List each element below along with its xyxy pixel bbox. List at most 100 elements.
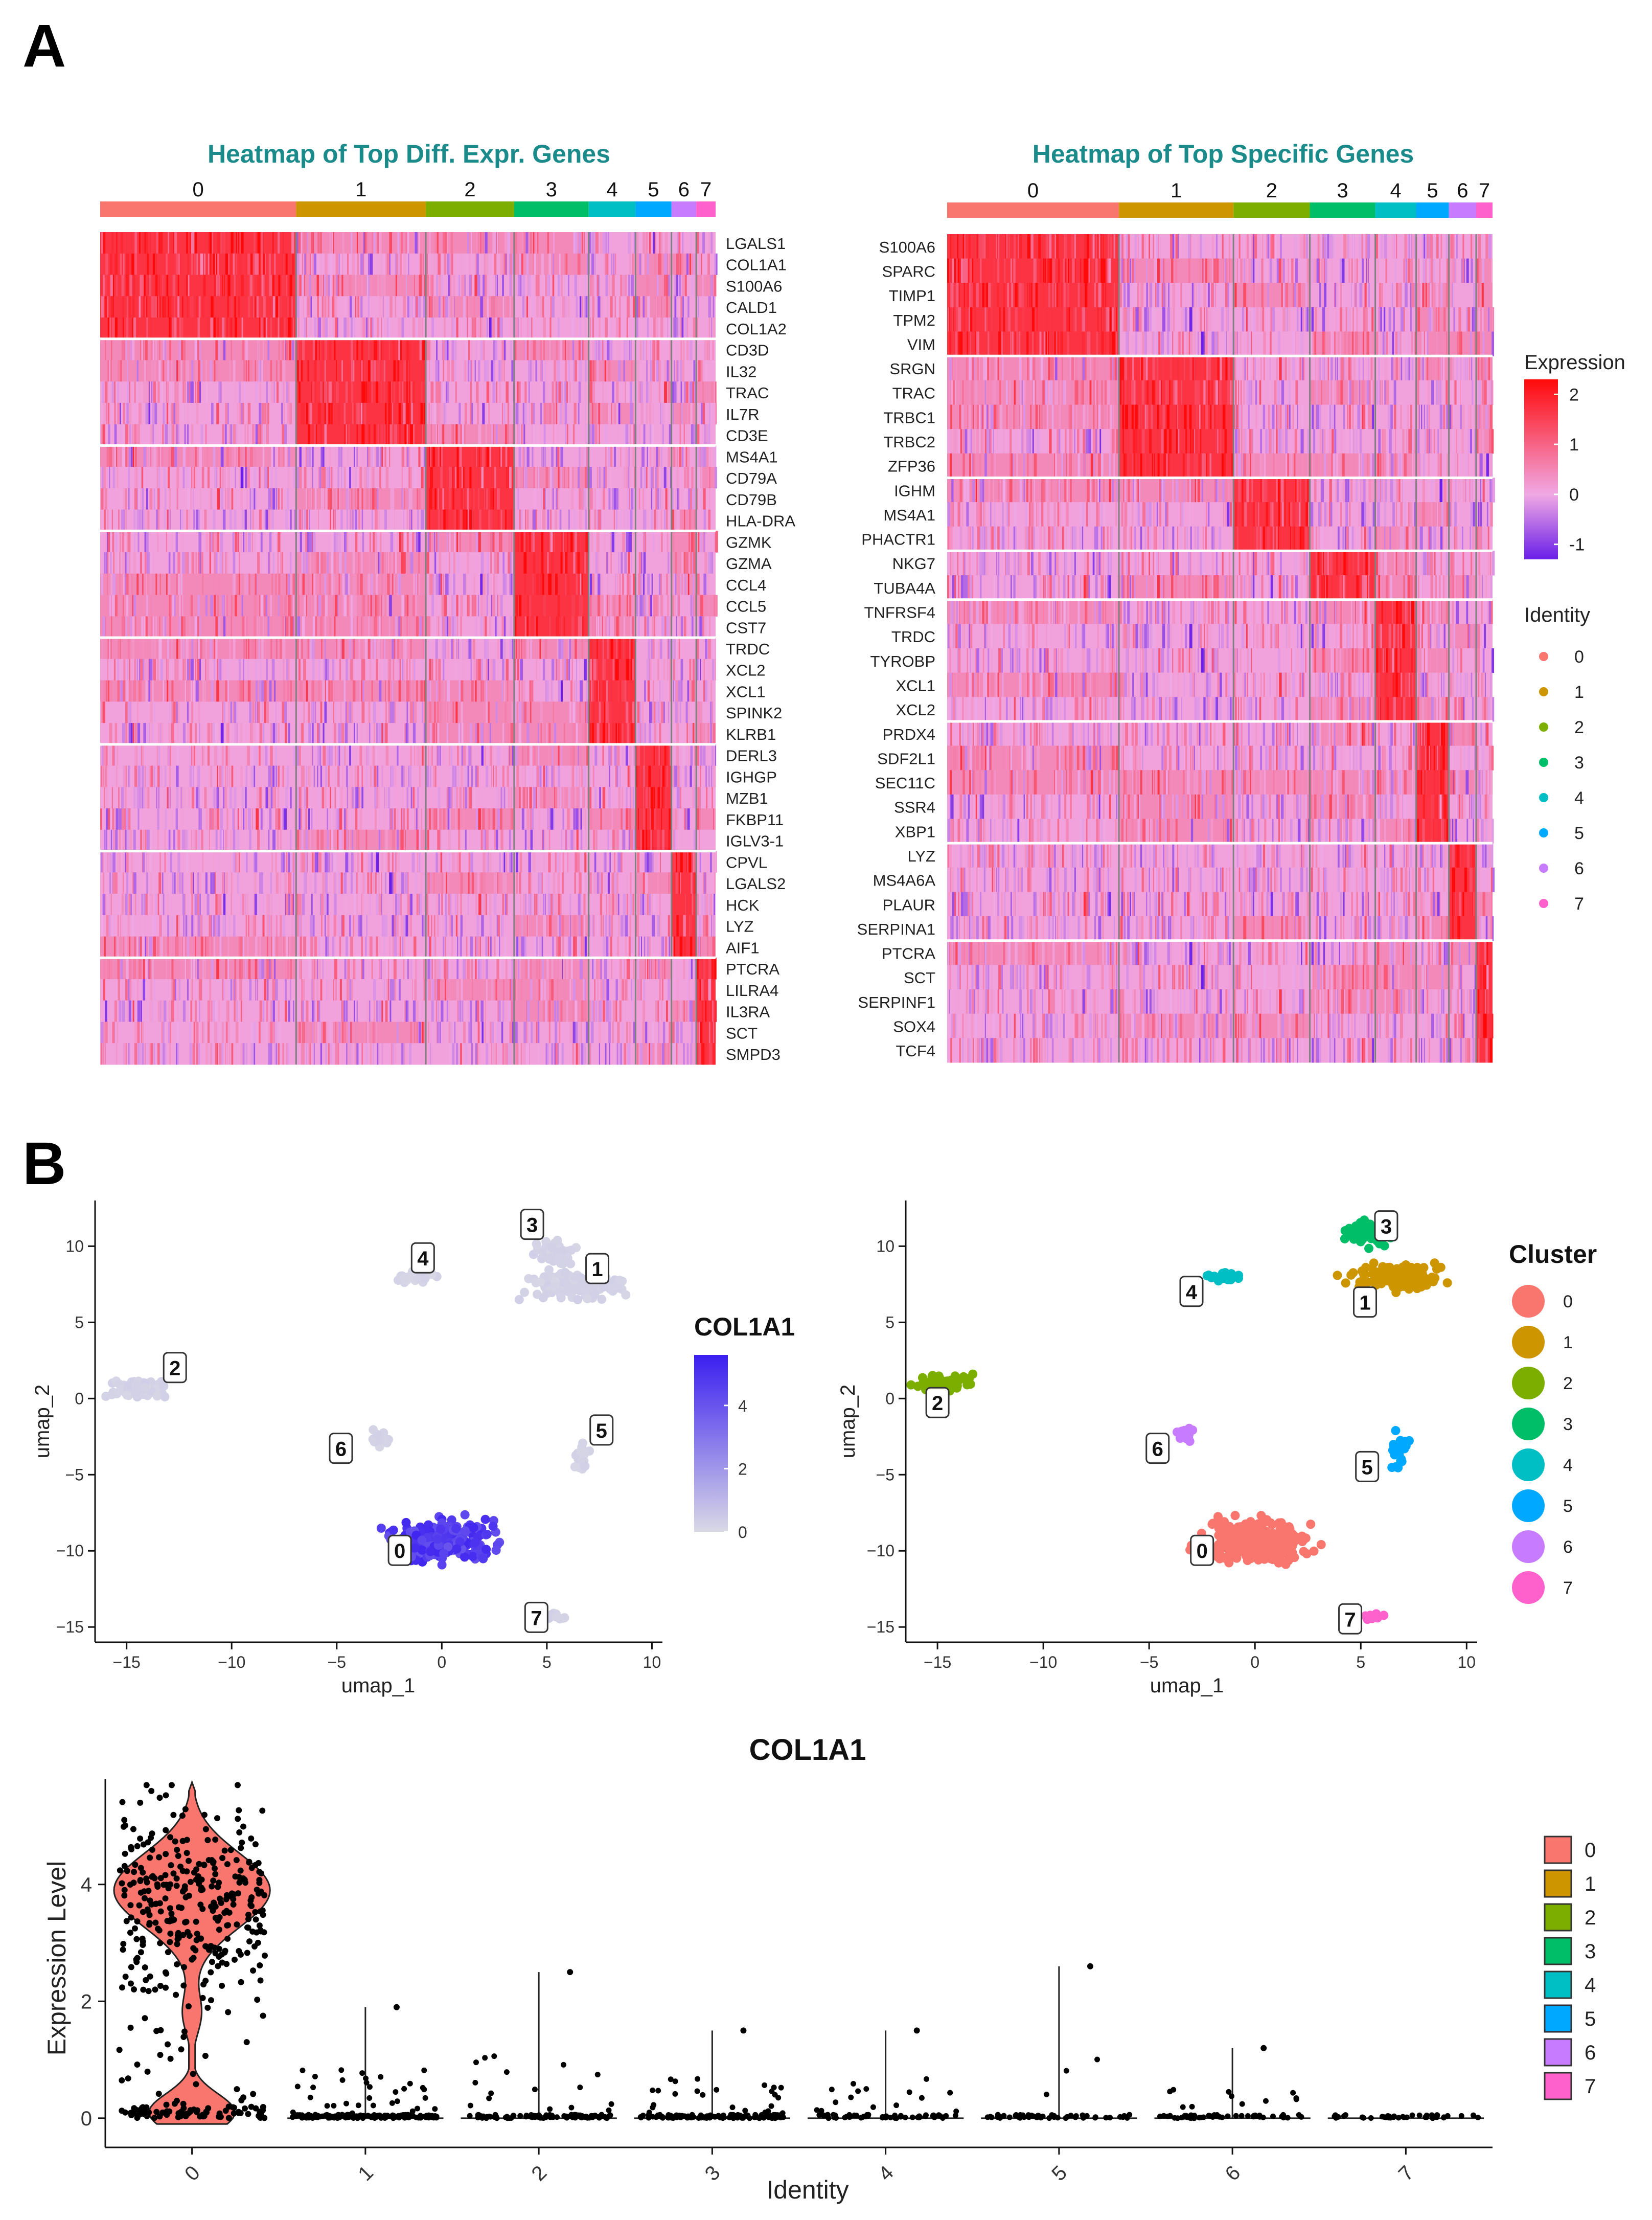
heatmap-1-cell-stripe (147, 723, 149, 745)
heatmap-1-cell-stripe (520, 317, 522, 339)
heatmap-1-cell-stripe (370, 253, 373, 275)
heatmap-1-cell-stripe (308, 701, 310, 723)
heatmap-1-cell-stripe (381, 723, 383, 745)
heatmap-1-cell-stripe (112, 467, 116, 489)
heatmap-1-cell-stripe (296, 531, 298, 553)
heatmap-1-cell-stripe (452, 275, 455, 297)
heatmap-1-cell-stripe (297, 638, 299, 660)
heatmap-1-cell-stripe (619, 338, 621, 360)
heatmap-1-cell-stripe (431, 595, 434, 617)
heatmap-1-cell-stripe (630, 552, 632, 574)
heatmap-1-cell-stripe (382, 616, 384, 638)
heatmap-1-cell-stripe (557, 595, 560, 617)
heatmap-1-cell-stripe (187, 701, 189, 723)
heatmap-1-cell-stripe (113, 659, 116, 681)
heatmap-1-cell-stripe (578, 381, 581, 403)
heatmap-1-cell-stripe (317, 402, 321, 425)
heatmap-1-cell-stripe (273, 253, 276, 275)
heatmap-1-cell-stripe (238, 531, 239, 553)
heatmap-1-cell-stripe (491, 360, 493, 382)
heatmap-1-cell-stripe (318, 723, 320, 745)
heatmap-1-cell-stripe (515, 680, 518, 702)
heatmap-1-cell-stripe (579, 701, 581, 723)
heatmap-1-cell-stripe (218, 573, 220, 596)
heatmap-1-cell-stripe (438, 445, 440, 467)
heatmap-1-cell-stripe (110, 531, 112, 553)
heatmap-1-cell-stripe (681, 317, 684, 339)
heatmap-1-cell-stripe (120, 253, 122, 275)
heatmap-1-cell-stripe (320, 445, 324, 467)
heatmap-1-cell-stripe (644, 616, 647, 638)
heatmap-1-cell-stripe (674, 296, 677, 318)
heatmap-1-cell-stripe (278, 531, 281, 553)
heatmap-1-cell-stripe (704, 616, 707, 638)
heatmap-1-cell-stripe (159, 616, 160, 638)
heatmap-1-cell-stripe (237, 402, 240, 425)
heatmap-1-cell-stripe (632, 445, 636, 467)
heatmap-1-cell-stripe (529, 680, 532, 702)
heatmap-1-cell-stripe (667, 531, 669, 553)
heatmap-1-cell-stripe (164, 509, 166, 531)
heatmap-1-cell-stripe (407, 723, 409, 745)
heatmap-1-cell-stripe (627, 531, 630, 553)
heatmap-1-cell-stripe (430, 680, 432, 702)
heatmap-1-cell-stripe (567, 573, 570, 596)
heatmap-1-cell-stripe (577, 253, 581, 275)
heatmap-1-cell-stripe (357, 402, 360, 425)
heatmap-1-row-CALD1 (100, 296, 716, 318)
heatmap-1-row-COL1A1 (100, 253, 718, 275)
heatmap-1-cluster-label-2: 2 (464, 178, 475, 201)
heatmap-1-cell-stripe (601, 338, 603, 360)
heatmap-1-cell-stripe (647, 253, 650, 275)
heatmap-1-cell-stripe (157, 381, 159, 403)
heatmap-1-cell-stripe (130, 424, 132, 446)
heatmap-1-cell-stripe (531, 402, 533, 425)
heatmap-1-cell-stripe (594, 659, 598, 681)
heatmap-1-cell-stripe (647, 381, 650, 403)
heatmap-1-cell-stripe (281, 338, 283, 360)
heatmap-1-cell-stripe (686, 381, 689, 403)
heatmap-1-cell-stripe (264, 467, 268, 489)
heatmap-1-cell-stripe (393, 616, 395, 638)
heatmap-1-cell-stripe (566, 424, 568, 446)
heatmap-1-cell-stripe (568, 638, 570, 660)
heatmap-1-cell-stripe (142, 573, 144, 596)
heatmap-1-cell-stripe (303, 552, 305, 574)
heatmap-1-cell-stripe (682, 296, 684, 318)
heatmap-1-cell-stripe (395, 638, 397, 660)
heatmap-1-cell-stripe (171, 680, 174, 702)
heatmap-1-cell-stripe (214, 467, 217, 489)
heatmap-1-cell-stripe (199, 659, 201, 681)
heatmap-1-cell-stripe (167, 659, 170, 681)
heatmap-1-cell-stripe (439, 552, 441, 574)
heatmap-1-cell-stripe (600, 573, 603, 596)
heatmap-1-cell-stripe (697, 445, 700, 467)
heatmap-1-cell-stripe (318, 509, 320, 531)
heatmap-1-cell-stripe (412, 381, 415, 403)
heatmap-1-cell-stripe (585, 701, 586, 723)
heatmap-1-cell-stripe (264, 701, 266, 723)
heatmap-1-cell-stripe (686, 253, 689, 275)
heatmap-1-cell-stripe (458, 616, 462, 638)
heatmap-1-cell-stripe (448, 701, 451, 723)
heatmap-1-cell-stripe (274, 595, 278, 617)
heatmap-1-cell-stripe (206, 723, 209, 745)
heatmap-1-cell-stripe (105, 275, 107, 297)
heatmap-1-cell-stripe (108, 424, 110, 446)
heatmap-1-cell-stripe (310, 296, 312, 318)
heatmap-1-cell-stripe (179, 552, 183, 574)
heatmap-1-cell-stripe (423, 360, 425, 382)
heatmap-1-cell-stripe (252, 701, 255, 723)
heatmap-1-cell-stripe (562, 338, 563, 360)
heatmap-1-cell-stripe (246, 253, 247, 275)
heatmap-1-cell-stripe (661, 360, 663, 382)
heatmap-1-cell-stripe (615, 638, 617, 660)
heatmap-1-cell-stripe (468, 595, 470, 617)
heatmap-1-cell-stripe (114, 424, 117, 446)
heatmap-1-cell-stripe (589, 467, 592, 489)
heatmap-1-cell-stripe (704, 424, 706, 446)
heatmap-1-cell-stripe (680, 659, 683, 681)
heatmap-1-cell-stripe (559, 402, 562, 425)
heatmap-1-cell-stripe (359, 680, 361, 702)
heatmap-1-cell-stripe (139, 381, 142, 403)
